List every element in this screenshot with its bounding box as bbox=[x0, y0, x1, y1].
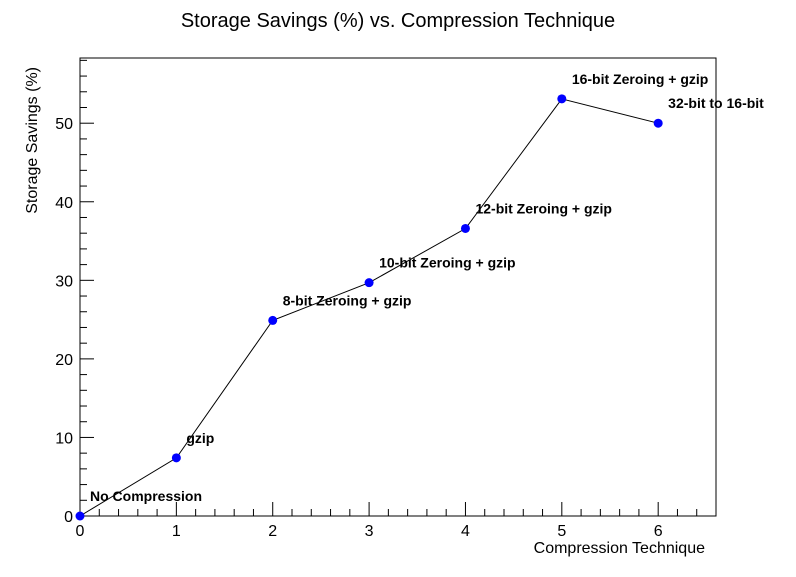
data-layer: No Compression gzip 8-bit Zeroing + gzip 10… bbox=[75, 71, 764, 521]
x-tick-label: 4 bbox=[461, 523, 470, 540]
data-label: 32-bit to 16-bit bbox=[668, 95, 764, 111]
y-tick-label: 30 bbox=[55, 273, 73, 290]
x-tick-label: 1 bbox=[172, 523, 181, 540]
data-label: 8-bit Zeroing + gzip bbox=[283, 292, 412, 308]
y-tick-label: 50 bbox=[55, 116, 73, 133]
x-tick-label: 2 bbox=[268, 523, 277, 540]
data-point bbox=[268, 315, 278, 325]
data-point bbox=[653, 118, 663, 128]
y-tick-label: 10 bbox=[55, 430, 73, 447]
data-label: 16-bit Zeroing + gzip bbox=[572, 71, 709, 87]
x-tick-label: 0 bbox=[76, 523, 85, 540]
y-axis-label: Storage Savings (%) bbox=[24, 67, 41, 214]
data-label: 12-bit Zeroing + gzip bbox=[475, 200, 612, 216]
y-tick-label: 0 bbox=[64, 509, 73, 526]
y-tick-label: 40 bbox=[55, 195, 73, 212]
x-axis-label: Compression Technique bbox=[534, 540, 705, 557]
data-point bbox=[75, 511, 85, 521]
data-point bbox=[364, 278, 374, 288]
data-point bbox=[460, 223, 470, 233]
x-tick-label: 5 bbox=[557, 523, 566, 540]
axes: 0 1 2 3 4 5 6 0 10 20 30 40 50 bbox=[55, 59, 717, 540]
plot-frame bbox=[79, 57, 717, 517]
data-label: gzip bbox=[186, 430, 214, 446]
chart-title: Storage Savings (%) vs. Compression Tech… bbox=[181, 10, 615, 32]
y-tick-label: 20 bbox=[55, 352, 73, 369]
data-point bbox=[171, 453, 181, 463]
x-tick-label: 6 bbox=[654, 523, 663, 540]
data-label: 10-bit Zeroing + gzip bbox=[379, 255, 516, 271]
data-label: No Compression bbox=[90, 488, 202, 504]
x-tick-label: 3 bbox=[365, 523, 374, 540]
data-point bbox=[557, 94, 567, 104]
